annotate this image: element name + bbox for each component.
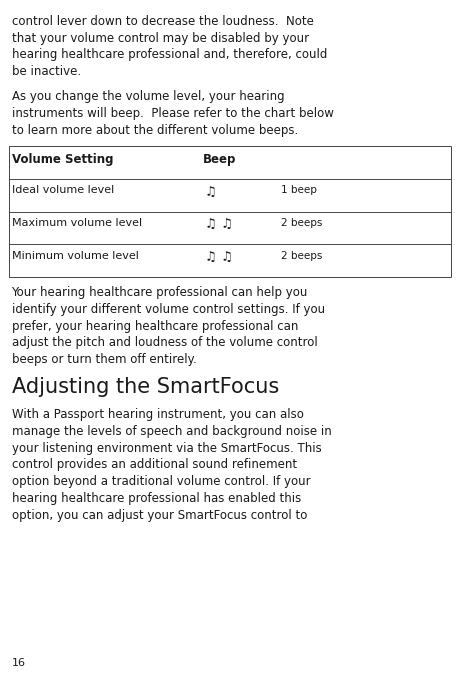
Text: option, you can adjust your SmartFocus control to: option, you can adjust your SmartFocus c…: [11, 508, 306, 522]
Text: option beyond a traditional volume control. If your: option beyond a traditional volume contr…: [11, 475, 309, 488]
Text: that your volume control may be disabled by your: that your volume control may be disabled…: [11, 32, 308, 45]
Text: Your hearing healthcare professional can help you: Your hearing healthcare professional can…: [11, 286, 307, 299]
Text: Volume Setting: Volume Setting: [11, 153, 113, 166]
Text: 16: 16: [11, 658, 25, 668]
Text: 2 beeps: 2 beeps: [280, 218, 321, 228]
Text: Maximum volume level: Maximum volume level: [11, 218, 141, 228]
Text: beeps or turn them off entirely.: beeps or turn them off entirely.: [11, 353, 196, 366]
Text: identify your different volume control settings. If you: identify your different volume control s…: [11, 303, 324, 316]
Text: Minimum volume level: Minimum volume level: [11, 251, 138, 260]
Text: Ideal volume level: Ideal volume level: [11, 186, 113, 195]
Text: adjust the pitch and loudness of the volume control: adjust the pitch and loudness of the vol…: [11, 336, 317, 349]
Text: control lever down to decrease the loudness.  Note: control lever down to decrease the loudn…: [11, 15, 313, 28]
Text: Adjusting the SmartFocus: Adjusting the SmartFocus: [11, 377, 278, 397]
Text: With a Passport hearing instrument, you can also: With a Passport hearing instrument, you …: [11, 408, 303, 421]
Text: prefer, your hearing healthcare professional can: prefer, your hearing healthcare professi…: [11, 319, 297, 333]
Text: be inactive.: be inactive.: [11, 65, 80, 78]
Text: Beep: Beep: [202, 153, 235, 166]
Text: control provides an additional sound refinement: control provides an additional sound ref…: [11, 458, 296, 471]
Text: manage the levels of speech and background noise in: manage the levels of speech and backgrou…: [11, 425, 330, 438]
Bar: [9, 146, 450, 277]
Text: to learn more about the different volume beeps.: to learn more about the different volume…: [11, 124, 297, 137]
Text: hearing healthcare professional has enabled this: hearing healthcare professional has enab…: [11, 492, 300, 505]
Text: ♫ ♫: ♫ ♫: [204, 251, 232, 264]
Text: ♫: ♫: [204, 186, 216, 199]
Text: 2 beeps: 2 beeps: [280, 251, 321, 260]
Text: hearing healthcare professional and, therefore, could: hearing healthcare professional and, the…: [11, 48, 326, 62]
Text: instruments will beep.  Please refer to the chart below: instruments will beep. Please refer to t…: [11, 107, 333, 120]
Text: As you change the volume level, your hearing: As you change the volume level, your hea…: [11, 90, 284, 103]
Text: your listening environment via the SmartFocus. This: your listening environment via the Smart…: [11, 442, 320, 455]
Text: ♫ ♫: ♫ ♫: [204, 218, 232, 231]
Text: 1 beep: 1 beep: [280, 186, 316, 195]
